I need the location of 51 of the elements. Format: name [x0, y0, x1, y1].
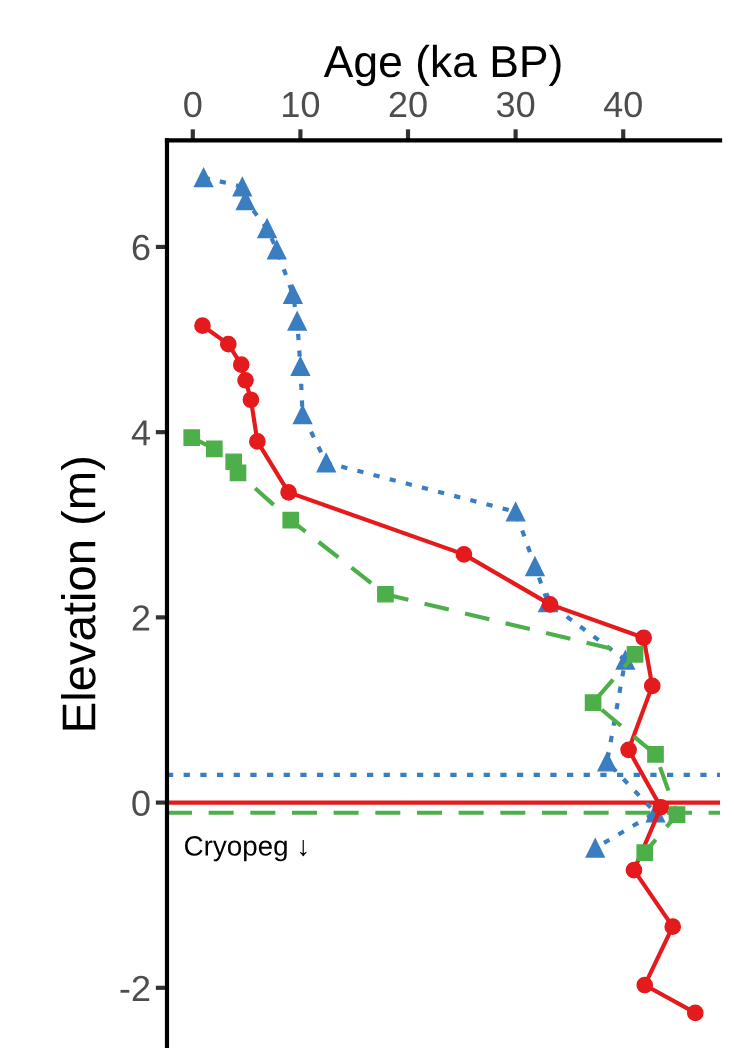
- point: [377, 585, 394, 603]
- point: [282, 511, 300, 529]
- x-tick-label: 10: [283, 91, 320, 118]
- x-axis-title: Age (ka BP): [323, 44, 561, 87]
- point: [242, 391, 260, 409]
- point: [636, 844, 654, 861]
- x-tick-label: 30: [496, 91, 535, 118]
- point: [267, 239, 287, 260]
- point: [455, 546, 473, 563]
- point: [584, 694, 602, 711]
- point: [229, 464, 247, 482]
- point: [194, 317, 211, 334]
- y-tick-label: -2: [120, 975, 150, 1001]
- point: [647, 746, 664, 763]
- x-tick-label: 40: [603, 91, 642, 118]
- point: [249, 433, 266, 450]
- point: [597, 752, 617, 772]
- point: [193, 167, 214, 188]
- y-tick-label: 4: [131, 420, 150, 446]
- point: [292, 404, 313, 425]
- point: [505, 502, 526, 522]
- annotation: Cryopeg ↓: [184, 836, 307, 862]
- point: [283, 284, 303, 304]
- point: [525, 556, 545, 577]
- point: [635, 629, 652, 647]
- point: [316, 452, 336, 473]
- point: [664, 918, 682, 936]
- x-tick-label: 20: [389, 91, 427, 118]
- x-tick-label: 0: [184, 91, 202, 118]
- point: [237, 371, 254, 389]
- point: [620, 741, 637, 759]
- point: [290, 356, 311, 377]
- point: [257, 218, 277, 239]
- point: [219, 335, 237, 353]
- y-axis-title: Elevation (m): [61, 458, 105, 730]
- y-tick-label: 6: [132, 234, 150, 261]
- point: [232, 356, 250, 373]
- point: [205, 440, 223, 458]
- point: [668, 806, 686, 823]
- point: [585, 838, 605, 858]
- point: [287, 311, 307, 331]
- point: [183, 429, 201, 447]
- point: [280, 484, 297, 501]
- point: [686, 1004, 704, 1022]
- point: [625, 861, 643, 879]
- point: [626, 646, 644, 663]
- point: [652, 798, 670, 816]
- point: [636, 976, 654, 994]
- y-tick-label: 0: [132, 790, 150, 817]
- point: [643, 677, 661, 695]
- y-tick-label: 2: [132, 605, 150, 631]
